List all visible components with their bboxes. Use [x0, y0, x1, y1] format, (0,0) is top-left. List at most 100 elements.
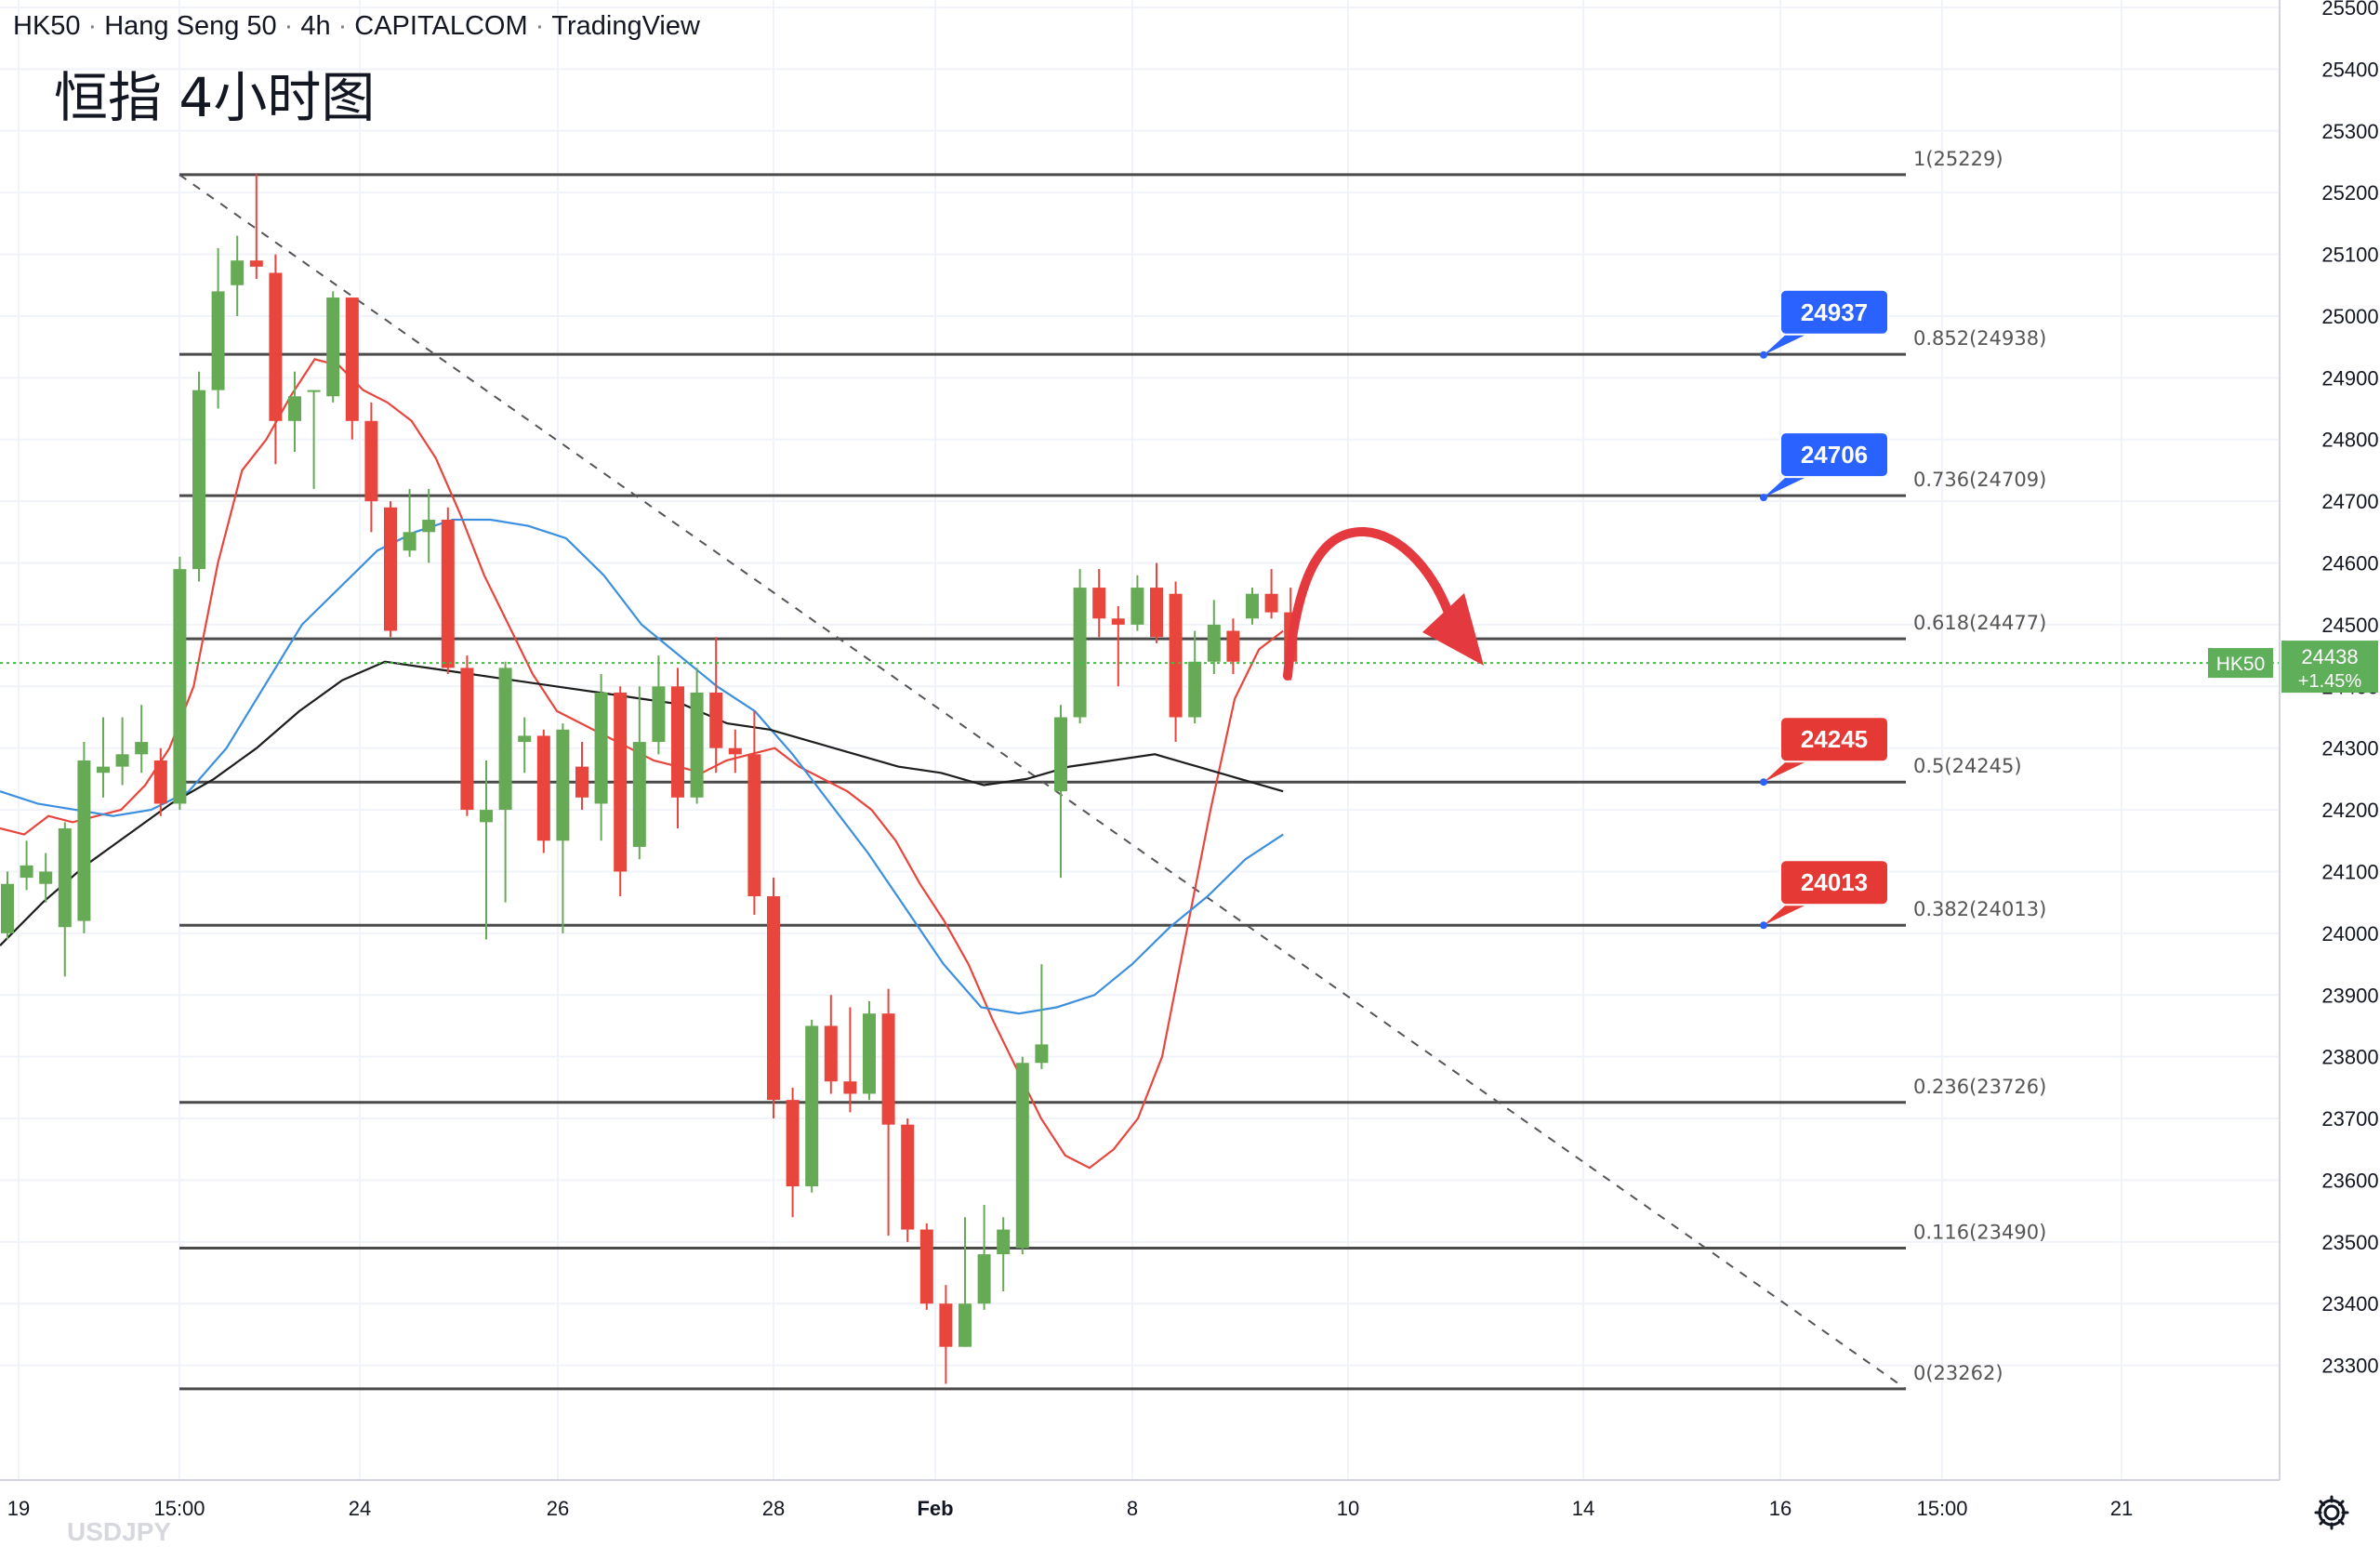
badge-pointer — [1764, 334, 1806, 355]
candle-body — [135, 742, 149, 755]
price-tick-label[interactable]: 23600 — [2321, 1169, 2378, 1192]
candle-body — [843, 1081, 857, 1094]
candle-body — [1264, 593, 1278, 613]
dashed-trendline[interactable] — [178, 174, 1907, 1390]
price-tick-label[interactable]: 24700 — [2321, 490, 2378, 513]
candle-body — [307, 390, 321, 392]
watermark: USDJPY — [67, 1517, 172, 1546]
time-tick-label[interactable]: 15:00 — [1916, 1497, 1967, 1520]
price-badge-text: 24245 — [1801, 725, 1868, 753]
candle-body — [231, 260, 245, 285]
badge-pointer — [1764, 905, 1806, 926]
candle-body — [1169, 593, 1183, 718]
price-tick-label[interactable]: 24300 — [2321, 737, 2378, 760]
candle-body — [632, 742, 646, 847]
price-tick-label[interactable]: 24500 — [2321, 614, 2378, 637]
price-tick-label[interactable]: 23900 — [2321, 984, 2378, 1007]
candle-body — [1073, 588, 1087, 718]
exchange-label: CAPITALCOM — [354, 11, 528, 41]
time-tick-label[interactable]: 10 — [1337, 1497, 1359, 1520]
candle-body — [1054, 717, 1067, 792]
candle-body — [192, 390, 205, 570]
price-tick-label[interactable]: 25200 — [2321, 181, 2378, 205]
trendline[interactable] — [178, 174, 1907, 1390]
candle-body — [97, 766, 110, 774]
candle-body — [1150, 588, 1163, 638]
candle-body — [1035, 1044, 1049, 1064]
candle-body — [536, 735, 550, 841]
chart-header: HK50 · Hang Seng 50 · 4h · CAPITALCOM · TradingV… — [13, 11, 700, 41]
ma-line-slow — [0, 660, 1284, 946]
candle-body — [901, 1124, 915, 1230]
fib-level-label: 0(23262) — [1913, 1362, 2003, 1384]
price-tick-label[interactable]: 23400 — [2321, 1292, 2378, 1316]
candle-body — [614, 692, 628, 872]
price-tick-label[interactable]: 25000 — [2321, 305, 2378, 328]
time-tick-label[interactable]: 8 — [1127, 1497, 1138, 1520]
candle-body — [249, 260, 263, 267]
curved-arrow-shaft[interactable] — [1283, 526, 1455, 681]
candle-body — [1092, 588, 1106, 619]
candle-body — [575, 766, 588, 798]
candle-body — [1015, 1063, 1029, 1249]
candle-body — [115, 754, 129, 767]
price-badge[interactable] — [1779, 716, 1889, 763]
badge-anchor-dot — [1760, 921, 1767, 930]
arrow-head-icon — [1422, 593, 1484, 666]
time-tick-label[interactable]: 24 — [349, 1497, 371, 1520]
candle-body — [747, 754, 761, 897]
time-tick-label[interactable]: Feb — [917, 1497, 953, 1520]
price-tick-label[interactable]: 23800 — [2321, 1046, 2378, 1069]
time-tick-label[interactable]: 19 — [7, 1497, 30, 1520]
symbol-label[interactable]: HK50 — [13, 11, 81, 41]
price-badge[interactable] — [1779, 288, 1889, 336]
candle-body — [1226, 630, 1240, 662]
fibonacci-retracement[interactable]: 1(25229) 0.852(24938) 0.736(24709) 0.618(24… — [179, 148, 2046, 1391]
price-tick-label[interactable]: 24100 — [2321, 860, 2378, 883]
price-tick-label[interactable]: 24600 — [2321, 552, 2378, 575]
time-tick-label[interactable]: 28 — [762, 1497, 785, 1520]
candle-body — [881, 1013, 895, 1125]
time-tick-label[interactable]: 16 — [1769, 1497, 1792, 1520]
time-tick-label[interactable]: 26 — [547, 1497, 569, 1520]
price-tick-label[interactable]: 23300 — [2321, 1355, 2378, 1378]
price-tick-label[interactable]: 23700 — [2321, 1107, 2378, 1130]
candle-body — [977, 1254, 991, 1304]
ma-line-mid — [0, 518, 1284, 1015]
interval-label[interactable]: 4h — [300, 11, 331, 41]
price-tick-label[interactable]: 24200 — [2321, 799, 2378, 822]
candle-body — [403, 532, 416, 551]
price-tick-label[interactable]: 25100 — [2321, 244, 2378, 267]
fib-level-label: 0.236(23726) — [1913, 1076, 2046, 1098]
symbol-price-label[interactable] — [2208, 648, 2273, 679]
current-price-tag[interactable] — [2281, 641, 2378, 694]
forecast-arrow[interactable] — [1283, 526, 1484, 681]
price-tick-label[interactable]: 23500 — [2321, 1231, 2378, 1254]
fib-level-label: 0.116(23490) — [1913, 1221, 2046, 1243]
price-badges[interactable]: 24937 24706 24245 24013 — [1760, 288, 1889, 930]
badge-anchor-dot — [1760, 350, 1767, 359]
gear-icon[interactable] — [2309, 1490, 2354, 1535]
price-badge[interactable] — [1779, 431, 1889, 479]
candle-body — [269, 272, 283, 421]
candle-body — [77, 760, 91, 921]
fib-level-label: 0.382(24013) — [1913, 898, 2046, 920]
fib-level-label: 0.618(24477) — [1913, 612, 2046, 634]
price-tick-label[interactable]: 25500 — [2321, 0, 2378, 20]
price-tick-label[interactable]: 24000 — [2321, 922, 2378, 945]
time-tick-label[interactable]: 15:00 — [153, 1497, 205, 1520]
candle-body — [480, 810, 493, 823]
time-tick-label[interactable]: 14 — [1572, 1497, 1594, 1520]
price-tick-label[interactable]: 24900 — [2321, 366, 2378, 390]
price-badge[interactable] — [1779, 859, 1889, 906]
price-tick-label[interactable]: 24800 — [2321, 429, 2378, 452]
price-tick-label[interactable]: 25400 — [2321, 58, 2378, 81]
time-tick-label[interactable]: 21 — [2110, 1497, 2133, 1520]
candle-body — [288, 396, 301, 421]
annotation-title: 恒指 4小时图 — [54, 66, 376, 129]
price-badge-text: 24706 — [1801, 441, 1868, 469]
price-tick-label[interactable]: 25300 — [2321, 120, 2378, 143]
candle-body — [1246, 593, 1259, 619]
